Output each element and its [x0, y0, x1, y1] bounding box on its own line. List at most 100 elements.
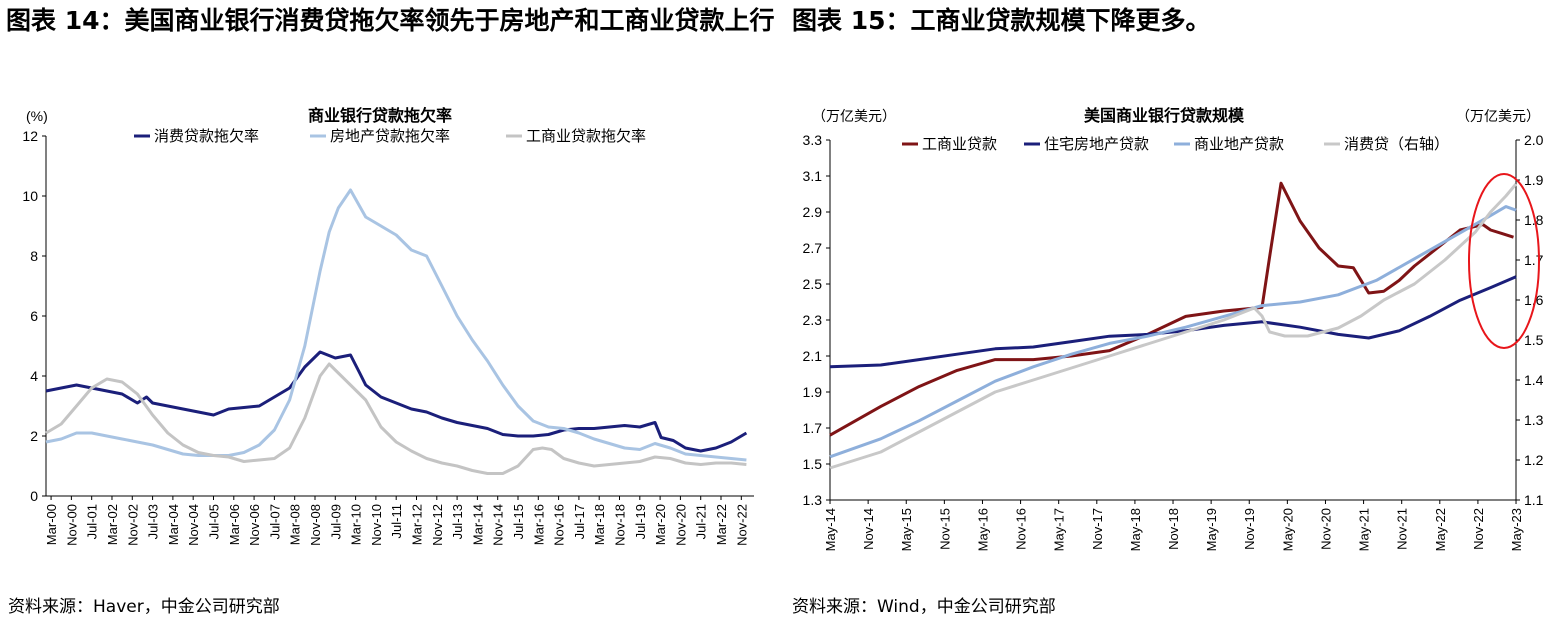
y-tick-label: 3.3: [803, 132, 823, 148]
x-tick-label: May-21: [1357, 508, 1372, 551]
right-y-tick-label: 1.7: [1524, 252, 1544, 268]
right-y-tick-label: 1.3: [1524, 412, 1544, 428]
x-tick-label: Nov-02: [125, 504, 140, 546]
right-y-tick-label: 1.9: [1524, 172, 1544, 188]
x-tick-label: May-17: [1052, 508, 1067, 551]
chart-title: 美国商业银行贷款规模: [1084, 106, 1245, 125]
series-line: [45, 362, 747, 475]
x-tick-label: Nov-06: [247, 504, 262, 546]
x-tick-label: Nov-22: [1471, 508, 1486, 550]
x-tick-label: May-14: [823, 508, 838, 551]
x-tick-label: Mar-20: [653, 504, 668, 545]
right-y-tick-label: 1.1: [1524, 492, 1544, 508]
y-tick-label: 2.1: [803, 348, 823, 364]
y-tick-label: 2.5: [803, 276, 823, 292]
x-tick-label: Jul-19: [633, 504, 648, 539]
x-tick-label: Mar-18: [592, 504, 607, 545]
series-line: [829, 183, 1518, 470]
right-y-tick-label: 1.4: [1524, 372, 1544, 388]
x-tick-label: Nov-20: [673, 504, 688, 546]
x-tick-label: Nov-18: [1166, 508, 1181, 550]
right-y-axis-unit-label: （万亿美元）: [1456, 108, 1540, 124]
x-tick-label: Mar-08: [288, 504, 303, 545]
x-tick-label: Nov-14: [861, 508, 876, 550]
y-axis-unit-label: （万亿美元）: [812, 108, 896, 124]
x-tick-label: Jul-01: [85, 504, 100, 539]
x-tick-label: May-15: [899, 508, 914, 551]
x-tick-label: Mar-16: [531, 504, 546, 545]
series-line: [829, 275, 1517, 369]
y-tick-label: 6: [30, 308, 38, 324]
x-tick-label: Jul-03: [146, 504, 161, 539]
y-tick-label: 4: [30, 368, 38, 384]
x-tick-label: May-23: [1509, 508, 1524, 551]
legend-label: 消费贷（右轴）: [1344, 136, 1449, 153]
y-tick-label: 2: [30, 428, 38, 444]
x-tick-label: Jul-15: [511, 504, 526, 539]
right-y-tick-label: 2.0: [1524, 132, 1544, 148]
legend-label: 工商业贷款拖欠率: [526, 128, 646, 145]
x-tick-label: Nov-22: [734, 504, 749, 546]
legend-label: 商业地产贷款: [1194, 136, 1284, 153]
x-tick-label: Jul-11: [389, 504, 404, 538]
x-tick-label: Nov-08: [308, 504, 323, 546]
x-tick-label: Mar-14: [470, 504, 485, 545]
x-tick-label: Mar-00: [44, 504, 59, 545]
x-tick-label: Jul-17: [572, 504, 587, 539]
x-tick-label: Mar-12: [409, 504, 424, 545]
chart-title: 商业银行贷款拖欠率: [308, 106, 452, 125]
delinquency-rate-chart: 商业银行贷款拖欠率 (%) 0 2 4 6 8 10 12 Mar-00 Nov-00 Jul-01 M…: [22, 106, 754, 546]
x-tick-label: Mar-10: [349, 504, 364, 545]
right-figure-title: 图表 15：工商业贷款规模下降更多。: [792, 6, 1211, 35]
y-tick-label: 1.9: [803, 384, 823, 400]
x-tick-label: May-18: [1128, 508, 1143, 551]
right-source-note: 资料来源：Wind，中金公司研究部: [792, 597, 1056, 617]
x-tick-label: Nov-19: [1242, 508, 1257, 550]
y-tick-label: 12: [22, 128, 38, 144]
legend-label: 住宅房地产贷款: [1044, 136, 1149, 153]
x-tick-label: Jul-09: [328, 504, 343, 539]
x-tick-label: May-22: [1433, 508, 1448, 551]
x-tick-label: May-20: [1280, 508, 1295, 551]
legend-label: 消费贷款拖欠率: [154, 128, 259, 145]
x-tick-label: May-19: [1204, 508, 1219, 551]
series-line: [45, 188, 747, 462]
highlight-ellipse: [1468, 173, 1540, 349]
x-tick-label: Mar-04: [166, 504, 181, 545]
x-tick-label: Mar-06: [227, 504, 242, 545]
x-tick-label: Nov-12: [430, 504, 445, 546]
x-tick-label: May-16: [975, 508, 990, 551]
y-tick-label: 1.7: [803, 420, 823, 436]
x-tick-label: Nov-16: [552, 504, 567, 546]
y-tick-label: 3.1: [803, 168, 823, 184]
x-tick-label: Mar-02: [105, 504, 120, 545]
y-axis-unit-label: (%): [26, 108, 48, 124]
y-tick-label: 2.3: [803, 312, 823, 328]
x-tick-label: Nov-04: [186, 504, 201, 546]
x-tick-label: Nov-14: [491, 504, 506, 546]
x-tick-label: Jul-13: [450, 504, 465, 539]
right-y-tick-label: 1.5: [1524, 332, 1544, 348]
legend-label: 工商业贷款: [922, 136, 997, 153]
y-tick-label: 1.5: [803, 456, 823, 472]
right-y-tick-label: 1.8: [1524, 212, 1544, 228]
series-line: [829, 181, 1514, 437]
y-tick-label: 0: [30, 488, 38, 504]
x-tick-label: Nov-15: [937, 508, 952, 550]
x-tick-label: Nov-17: [1090, 508, 1105, 550]
left-source-note: 资料来源：Haver，中金公司研究部: [8, 597, 280, 617]
x-tick-label: Jul-07: [267, 504, 282, 539]
series-line: [829, 205, 1517, 459]
legend-label: 房地产贷款拖欠率: [330, 128, 450, 145]
x-tick-label: Nov-20: [1318, 508, 1333, 550]
x-tick-label: Nov-00: [64, 504, 79, 546]
y-tick-label: 8: [30, 248, 38, 264]
loan-volume-chart: 美国商业银行贷款规模 （万亿美元） （万亿美元） 1.3 1.5 1.7 1.9 2.1 2.3…: [803, 106, 1544, 551]
y-tick-label: 2.7: [803, 240, 823, 256]
right-y-tick-label: 1.2: [1524, 452, 1544, 468]
series-line: [45, 350, 748, 453]
x-tick-label: Mar-22: [714, 504, 729, 545]
x-tick-label: Jul-21: [694, 504, 709, 539]
y-tick-label: 2.9: [803, 204, 823, 220]
y-tick-label: 1.3: [803, 492, 823, 508]
